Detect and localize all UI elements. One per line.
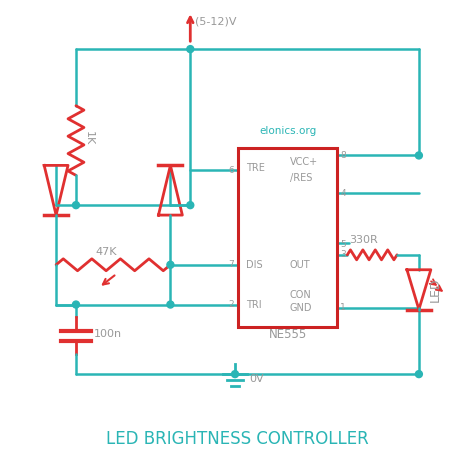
Text: 1: 1	[340, 303, 346, 312]
Text: LED: LED	[428, 278, 441, 302]
Text: 7: 7	[228, 260, 234, 269]
Text: 2: 2	[228, 300, 234, 309]
Text: 100n: 100n	[94, 329, 122, 339]
Text: GND: GND	[290, 303, 312, 312]
Text: /RES: /RES	[290, 173, 312, 183]
Text: NE555: NE555	[269, 328, 307, 341]
Text: 6: 6	[228, 166, 234, 175]
Text: TRE: TRE	[246, 164, 265, 174]
Text: 1K: 1K	[84, 131, 94, 146]
Text: OUT: OUT	[290, 260, 310, 270]
Circle shape	[415, 152, 422, 159]
Circle shape	[231, 371, 238, 377]
Circle shape	[73, 301, 80, 308]
Text: CON: CON	[290, 289, 311, 300]
Text: 5: 5	[340, 240, 346, 250]
Text: elonics.org: elonics.org	[259, 125, 316, 136]
Text: 4: 4	[340, 189, 346, 198]
Text: 330R: 330R	[349, 235, 378, 245]
Circle shape	[167, 262, 174, 268]
Text: 8: 8	[340, 151, 346, 160]
Circle shape	[167, 301, 174, 308]
Text: (5-12)V: (5-12)V	[195, 16, 237, 26]
Text: DIS: DIS	[246, 260, 263, 270]
Text: VCC+: VCC+	[290, 158, 318, 168]
Text: TRI: TRI	[246, 300, 262, 310]
Circle shape	[187, 202, 194, 209]
Circle shape	[415, 371, 422, 377]
Circle shape	[73, 202, 80, 209]
Circle shape	[187, 46, 194, 53]
Text: 0V: 0V	[249, 374, 264, 384]
Bar	[238, 148, 337, 327]
Text: 47K: 47K	[96, 247, 118, 257]
Text: LED BRIGHTNESS CONTROLLER: LED BRIGHTNESS CONTROLLER	[106, 430, 368, 448]
Text: 3: 3	[340, 251, 346, 259]
